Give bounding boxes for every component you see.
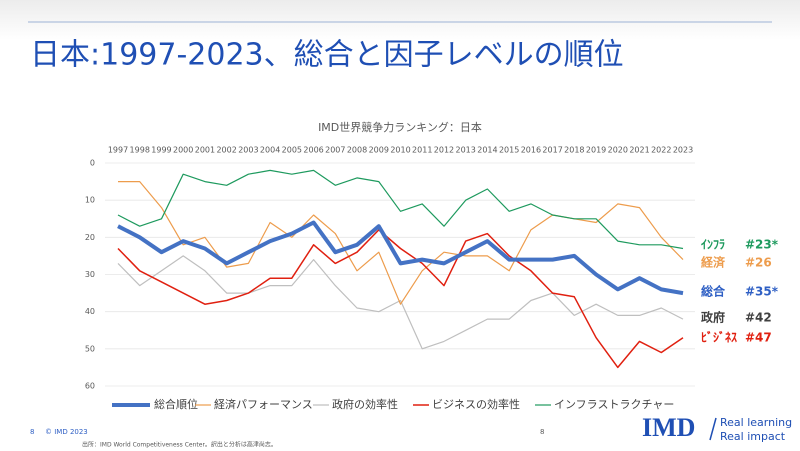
x-tick-label: 2002: [216, 146, 236, 155]
annotation-rank: #42: [745, 311, 772, 325]
slide-title: 日本:1997-2023、総合と因子レベルの順位: [30, 38, 624, 73]
x-tick-label: 2007: [325, 146, 345, 155]
y-tick-label: 0: [90, 159, 95, 168]
x-tick-label: 1999: [151, 146, 171, 155]
x-tick-label: 2019: [586, 146, 606, 155]
legend-label: インフラストラクチャー: [554, 398, 674, 411]
logo: IMD: [642, 413, 695, 442]
source: 出所：IMD World Competitiveness Center。訳出と分…: [82, 441, 277, 449]
series-line: [117, 220, 684, 296]
tagline: Real impact: [720, 430, 786, 443]
x-tick-label: 2001: [195, 146, 215, 155]
x-tick-label: 2009: [369, 146, 389, 155]
legend-label: 政府の効率性: [332, 397, 398, 411]
x-tick-label: 2011: [412, 146, 432, 155]
x-tick-label: 2015: [499, 146, 519, 155]
annotation-label: ﾋﾞｼﾞﾈｽ: [701, 330, 737, 345]
y-tick-label: 20: [85, 233, 95, 242]
series-line: [117, 229, 684, 369]
annotation-rank: #47: [745, 331, 772, 345]
x-tick-label: 2013: [456, 146, 476, 155]
annotation-label: ｲﾝﾌﾗ: [701, 238, 725, 252]
legend-label: ビジネスの効率性: [432, 397, 520, 411]
x-tick-label: 2017: [542, 146, 562, 155]
y-tick-label: 50: [85, 344, 95, 353]
x-tick-label: 2021: [629, 146, 649, 155]
x-tick-label: 2005: [282, 146, 302, 155]
y-tick-label: 30: [85, 270, 95, 279]
copyright: © IMD 2023: [45, 428, 88, 436]
y-tick-label: 10: [85, 196, 95, 205]
y-tick-label: 60: [85, 382, 95, 391]
legend-label: 総合順位: [154, 397, 198, 411]
x-tick-label: 2000: [173, 146, 193, 155]
series-line: [118, 181, 684, 305]
x-tick-label: 2022: [651, 146, 671, 155]
y-tick-label: 40: [85, 307, 95, 316]
x-tick-label: 2020: [608, 146, 628, 155]
x-tick-label: 2018: [564, 146, 584, 155]
x-tick-label: 2008: [347, 146, 367, 155]
x-tick-label: 2023: [673, 146, 693, 155]
x-tick-label: 2010: [390, 146, 410, 155]
x-tick-label: 2012: [434, 146, 454, 155]
x-tick-label: 2016: [521, 146, 541, 155]
tagline: Real learning: [720, 416, 792, 429]
chart-title: IMD世界競争力ランキング：日本: [318, 120, 482, 134]
x-tick-label: 2004: [260, 146, 280, 155]
legend-label: 経済パフォーマンス: [214, 397, 313, 411]
logo-slash: [709, 417, 717, 441]
page-number: 8: [30, 428, 34, 436]
annotation-rank: #23*: [745, 238, 779, 252]
x-tick-label: 2003: [238, 146, 258, 155]
annotation-label: 政府: [701, 310, 725, 325]
series-line: [117, 255, 684, 350]
annotation-rank: #35*: [745, 285, 779, 299]
x-tick-label: 2014: [477, 146, 497, 155]
x-tick-label: 2006: [303, 146, 323, 155]
x-tick-label: 1998: [130, 146, 150, 155]
x-tick-label: 1997: [108, 146, 128, 155]
annotation-rank: #26: [745, 256, 772, 270]
series-line: [117, 169, 684, 250]
annotation-label: 総合: [701, 284, 726, 299]
page-number-center: 8: [540, 428, 544, 436]
annotation-label: 経済: [701, 255, 726, 270]
